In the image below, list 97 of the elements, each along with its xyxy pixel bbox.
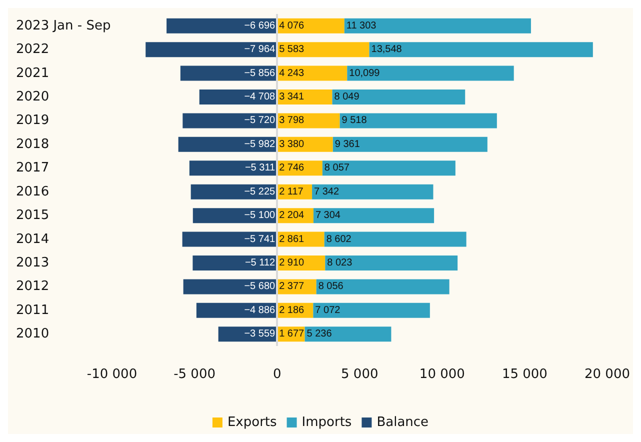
- data-label: −5 311: [244, 162, 276, 174]
- bar: [277, 18, 344, 34]
- bar: [332, 136, 488, 152]
- data-label: −5 856: [244, 68, 276, 79]
- y-tick-label: 2012: [16, 279, 50, 294]
- bar: [347, 66, 514, 81]
- data-label: −5 225: [244, 186, 276, 198]
- x-tick-label: 5 000: [341, 367, 378, 382]
- bar: [325, 256, 458, 270]
- y-tick-label: 2018: [16, 136, 50, 152]
- data-label: 2 204: [279, 210, 305, 222]
- data-label: 8 049: [334, 92, 360, 102]
- data-label: −5 112: [244, 258, 276, 268]
- y-tick-label: 2010: [16, 326, 50, 342]
- data-label: −4 886: [244, 304, 276, 316]
- bar: [199, 90, 278, 104]
- y-tick-label: 2014: [16, 232, 50, 247]
- data-label: 2 186: [279, 304, 305, 316]
- bar: [182, 232, 278, 247]
- data-label: 10,099: [349, 68, 380, 79]
- data-label: 9 518: [342, 115, 368, 126]
- bar: [277, 113, 340, 128]
- bar: [312, 184, 434, 200]
- data-label: 9 361: [334, 138, 360, 150]
- bar: [324, 232, 466, 247]
- bar: [146, 42, 278, 58]
- bar: [277, 66, 348, 81]
- data-label: 7 072: [315, 304, 341, 316]
- bar: [166, 18, 278, 34]
- y-tick-label: 2015: [16, 208, 50, 224]
- bar: [192, 256, 278, 270]
- y-tick-label: 2013: [16, 256, 50, 270]
- y-tick-label: 2022: [16, 42, 50, 58]
- data-label: 2 377: [279, 281, 305, 292]
- bar: [180, 66, 278, 81]
- data-label: 5 583: [279, 44, 305, 56]
- data-label: 13,548: [371, 44, 402, 56]
- data-label: 2 910: [279, 258, 305, 268]
- data-label: 8 023: [327, 258, 353, 268]
- x-tick-label: 15 000: [502, 367, 548, 382]
- data-label: 3 798: [279, 115, 305, 126]
- data-label: −5 741: [244, 234, 276, 245]
- y-tick-label: 2020: [16, 90, 50, 104]
- bar: [322, 160, 456, 176]
- y-tick-label: 2021: [16, 66, 50, 81]
- bar: [313, 302, 430, 318]
- data-label: −5 680: [244, 281, 276, 292]
- y-tick-label: 2016: [16, 184, 50, 200]
- legend-label: Imports: [302, 415, 352, 430]
- x-tick-label: -5 000: [174, 367, 216, 382]
- x-tick-label: -10 000: [86, 367, 138, 382]
- bar: [277, 42, 370, 58]
- data-label: −5 720: [244, 115, 276, 126]
- data-label: −5 100: [244, 210, 276, 222]
- bar: [190, 184, 278, 200]
- data-label: 7 304: [315, 210, 341, 222]
- bar: [340, 113, 497, 128]
- bar: [196, 302, 278, 318]
- data-label: −3 559: [244, 328, 276, 340]
- bar: [182, 113, 278, 128]
- legend-label: Balance: [376, 415, 429, 430]
- data-label: 11 303: [346, 20, 377, 32]
- bar: [189, 160, 278, 176]
- x-tick-label: 10 000: [419, 367, 465, 382]
- data-label: 2 746: [279, 162, 305, 174]
- data-label: 7 342: [314, 186, 340, 198]
- data-label: −5 982: [244, 138, 276, 150]
- data-label: 3 341: [279, 92, 305, 102]
- data-label: 8 602: [326, 234, 352, 245]
- bar: [344, 18, 531, 34]
- data-label: −6 696: [244, 20, 276, 32]
- data-label: 2 861: [279, 234, 305, 245]
- bar: [192, 208, 278, 224]
- data-label: −4 708: [244, 92, 276, 102]
- data-label: −7 964: [244, 44, 276, 56]
- data-label: 8 056: [318, 281, 344, 292]
- bar: [332, 90, 466, 104]
- bar: [183, 279, 278, 294]
- y-tick-label: 2023 Jan - Sep: [16, 18, 111, 34]
- data-label: 4 243: [279, 68, 305, 79]
- x-tick-label: 20 000: [584, 367, 630, 382]
- data-label: 5 236: [306, 328, 332, 340]
- bar: [313, 208, 434, 224]
- bar: [316, 279, 450, 294]
- data-label: 1 677: [279, 328, 305, 340]
- bar: [178, 136, 278, 152]
- bar: [304, 326, 392, 342]
- y-tick-label: 2011: [16, 302, 50, 318]
- data-label: 3 380: [279, 138, 305, 150]
- y-tick-label: 2019: [16, 113, 50, 128]
- legend-label: Exports: [227, 415, 278, 430]
- data-label: 8 057: [324, 162, 350, 174]
- x-tick-label: 0: [272, 367, 282, 382]
- bar: [369, 42, 593, 58]
- data-label: 4 076: [279, 20, 305, 32]
- data-label: 2 117: [279, 186, 304, 198]
- y-tick-label: 2017: [16, 160, 50, 176]
